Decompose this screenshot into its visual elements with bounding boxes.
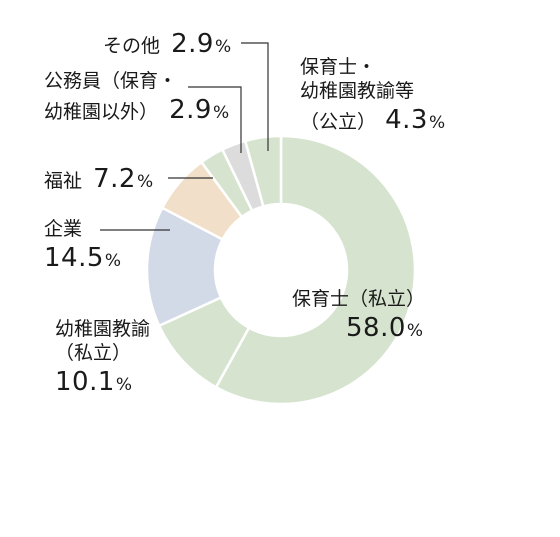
label-fukushi: 福祉 7.2% xyxy=(44,163,153,196)
label-hoikushi-shiritsu-value: 58.0 xyxy=(346,312,406,343)
label-kigyou-value: 14.5 xyxy=(44,242,104,273)
label-koukyou-line3-row: （公立） 4.3% xyxy=(300,105,446,135)
label-sonota: その他 2.9% xyxy=(103,28,231,61)
label-koukyou-line1: 保育士・ xyxy=(300,56,377,78)
slice-hoikushi-shiritsu xyxy=(214,134,417,406)
leader-line-sonota xyxy=(241,42,269,151)
label-youchien-shiritsu-value: 10.1 xyxy=(55,366,115,397)
label-youchien-shiritsu-unit: % xyxy=(115,374,133,395)
label-koumuin-value: 2.9 xyxy=(169,94,212,125)
label-sonota-value: 2.9 xyxy=(171,29,214,59)
label-kigyou-name: 企業 xyxy=(44,218,83,240)
label-koumuin: 公務員（保育・ 幼稚園以外） 2.9% xyxy=(44,70,229,126)
label-koukyou-unit: % xyxy=(428,112,446,133)
label-koumuin-unit: % xyxy=(212,102,230,123)
label-koukyou: 保育士・ 幼稚園教諭等 （公立） 4.3% xyxy=(300,56,445,136)
label-fukushi-value: 7.2 xyxy=(93,164,136,194)
label-koumuin-line1: 公務員（保育・ xyxy=(44,70,178,92)
label-koumuin-line2: 幼稚園以外） xyxy=(44,100,159,123)
label-fukushi-unit: % xyxy=(136,172,154,192)
label-hoikushi-shiritsu-unit: % xyxy=(406,320,424,341)
label-fukushi-name: 福祉 xyxy=(44,170,83,192)
label-hoikushi-shiritsu: 保育士（私立） 58.0% xyxy=(292,288,425,344)
label-koukyou-value: 4.3 xyxy=(385,104,428,135)
label-youchien-shiritsu: 幼稚園教諭 （私立） 10.1% xyxy=(55,318,150,398)
label-kigyou-unit: % xyxy=(104,250,122,271)
leader-line-koumuin xyxy=(188,86,242,153)
label-sonota-unit: % xyxy=(214,37,232,57)
slice-koukyou xyxy=(243,134,283,208)
label-koukyou-line2: 幼稚園教諭等 xyxy=(300,79,415,102)
label-youchien-shiritsu-line1: 幼稚園教諭 xyxy=(55,318,151,340)
label-youchien-shiritsu-line2: （私立） xyxy=(55,341,132,364)
label-koukyou-line3: （公立） xyxy=(300,110,377,133)
label-koumuin-line2-row: 幼稚園以外） 2.9% xyxy=(44,95,230,125)
label-kigyou: 企業 14.5% xyxy=(44,218,121,274)
label-sonota-name: その他 xyxy=(103,35,161,57)
label-hoikushi-shiritsu-name: 保育士（私立） xyxy=(292,288,426,310)
